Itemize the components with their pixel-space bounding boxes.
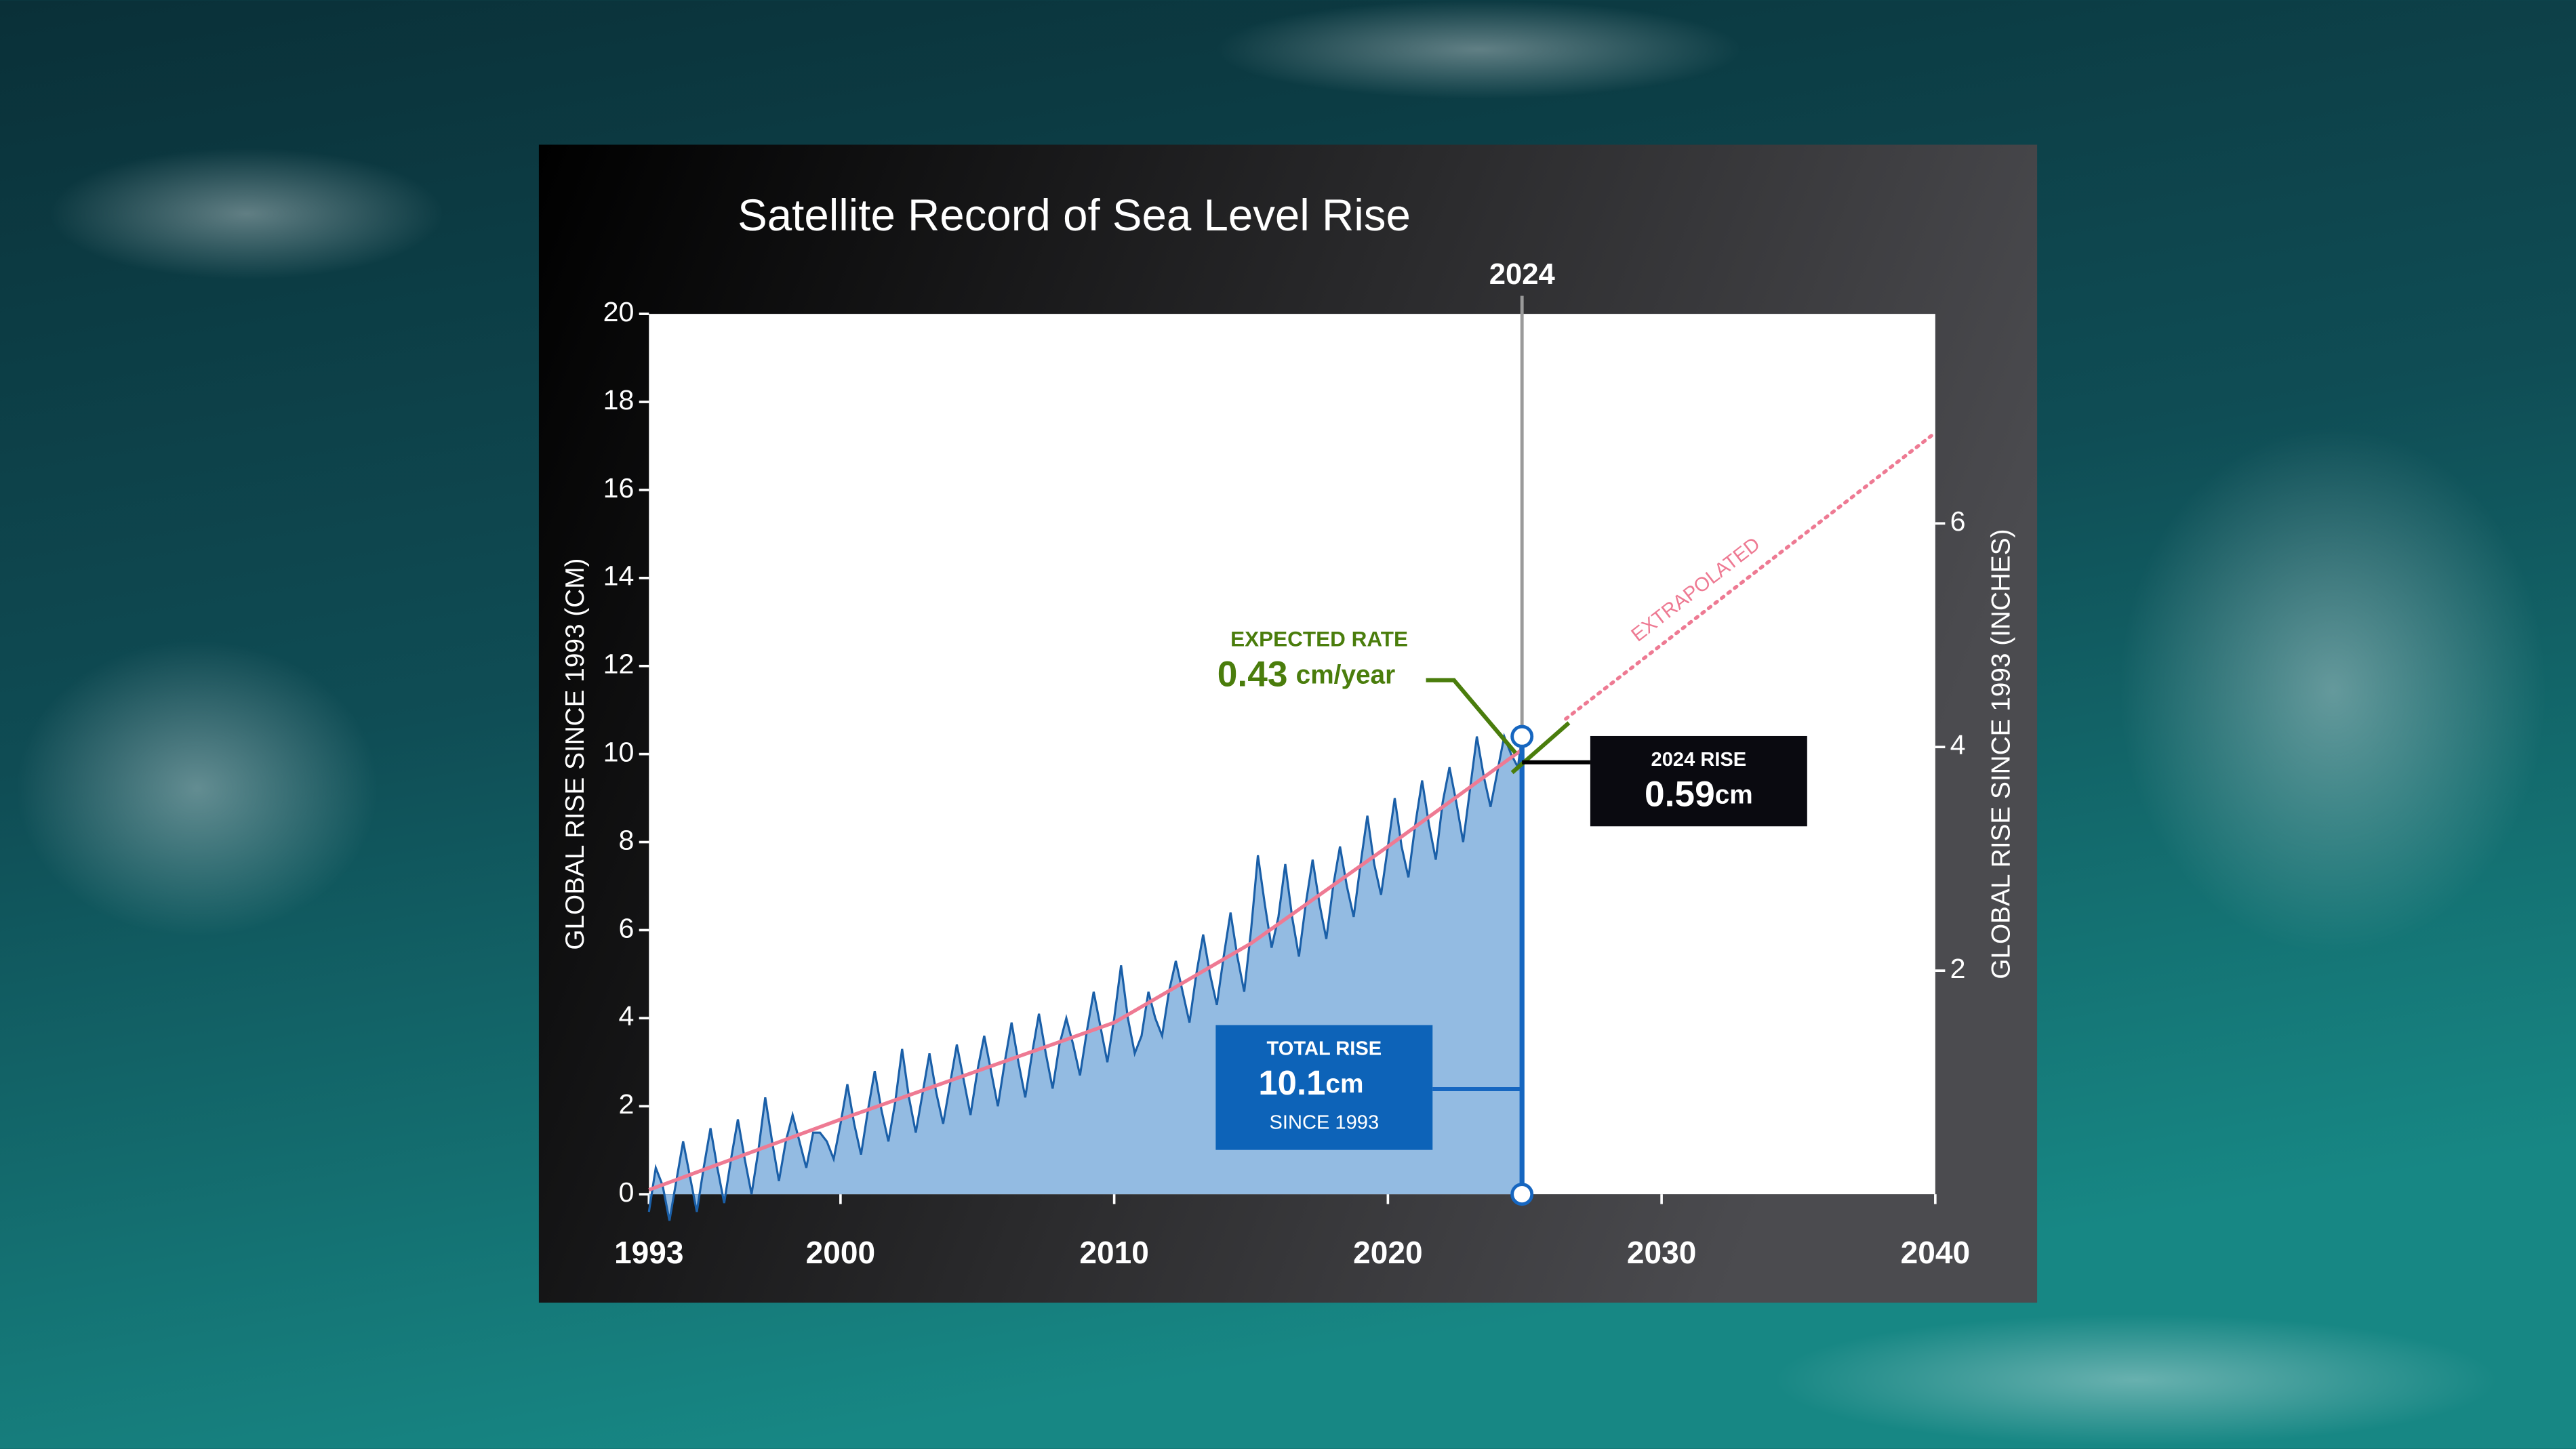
y2-tick-label: 2 (1950, 953, 1966, 984)
y-tick-label: 10 (603, 736, 635, 767)
total-box (1215, 1025, 1433, 1150)
rise-heading: 2024 RISE (1651, 749, 1747, 771)
y-tick-label: 6 (619, 912, 635, 943)
y2-tick-label: 6 (1950, 506, 1966, 537)
foam (1215, 0, 1742, 99)
y2-axis-label: GLOBAL RISE SINCE 1993 (INCHES) (1986, 529, 2015, 979)
y-tick-label: 12 (603, 649, 635, 680)
y-tick-label: 20 (603, 296, 635, 327)
trend-line (648, 748, 1523, 1192)
x-tick-label: 2000 (806, 1235, 875, 1270)
total-text: 10.1cm (1258, 1064, 1363, 1103)
y-tick-label: 18 (603, 384, 635, 415)
x-tick-label: 1993 (614, 1235, 683, 1270)
x-tick-label: 2040 (1901, 1235, 1970, 1270)
y2-tick-label: 4 (1950, 729, 1966, 760)
chart-title: Satellite Record of Sea Level Rise (738, 190, 1411, 240)
y-tick-label: 16 (603, 472, 635, 504)
total-value: 10.1 (1258, 1064, 1325, 1103)
rate-tangent (1510, 721, 1571, 775)
endpoint (1510, 724, 1534, 748)
y-tick-label: 14 (603, 560, 635, 592)
rate-text: 0.43 cm/year (1217, 655, 1395, 695)
y-tick-label: 0 (619, 1177, 635, 1208)
y-axis-label: GLOBAL RISE SINCE 1993 (CM) (561, 558, 590, 950)
rate-unit: cm/year (1296, 661, 1396, 690)
x-tick-label: 2010 (1079, 1235, 1148, 1270)
y-tick-label: 4 (619, 1000, 635, 1032)
marker-label: 2024 (1489, 258, 1556, 291)
rate-heading: EXPECTED RATE (1230, 627, 1408, 651)
total-unit: cm (1325, 1069, 1363, 1099)
extrapolated-line (1564, 430, 1937, 721)
total-note: SINCE 1993 (1269, 1112, 1379, 1134)
rise-unit: cm (1715, 781, 1753, 810)
x-tick-label: 2030 (1627, 1235, 1696, 1270)
baseline-point (1510, 1183, 1534, 1206)
rise-box (1590, 735, 1807, 827)
foam (2119, 427, 2547, 953)
y-tick-label: 8 (619, 824, 635, 855)
y-tick-label: 2 (619, 1088, 635, 1120)
total-heading: TOTAL RISE (1266, 1038, 1382, 1060)
foam (16, 640, 378, 937)
rate-value: 0.43 (1217, 655, 1288, 695)
rise-text: 0.59cm (1645, 775, 1753, 815)
rise-value: 0.59 (1645, 775, 1715, 815)
x-tick-label: 2020 (1353, 1235, 1422, 1270)
foam (49, 148, 444, 280)
foam (1774, 1314, 2497, 1446)
rate-connector (1426, 678, 1517, 754)
